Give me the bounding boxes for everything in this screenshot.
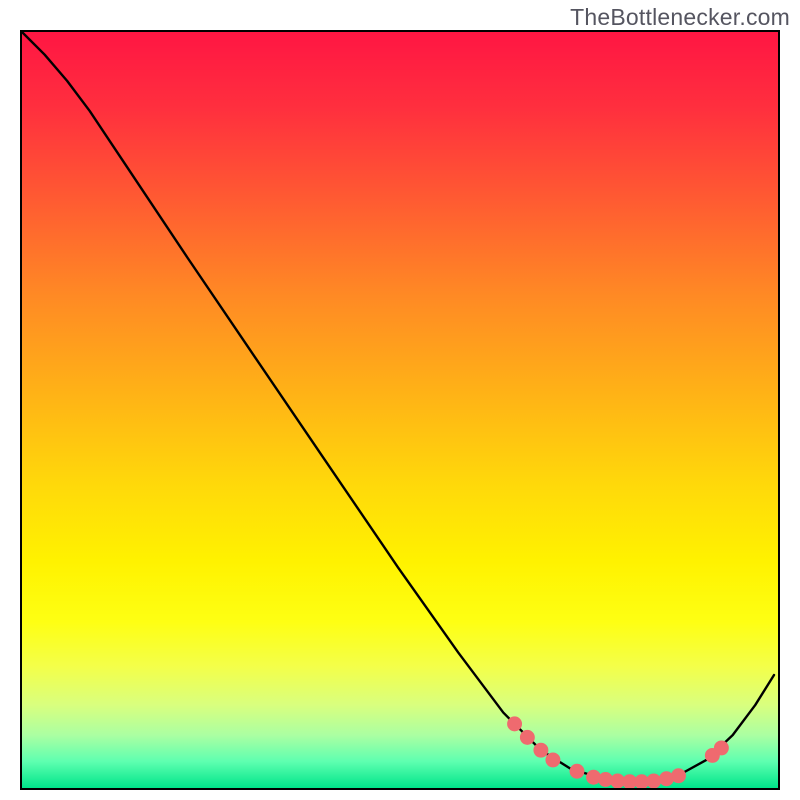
plot-area [20,30,780,790]
data-marker [714,741,728,755]
data-marker [570,764,584,778]
data-marker [520,730,534,744]
plot-overlay [22,32,778,788]
marker-group [508,717,729,788]
chart-canvas: TheBottlenecker.com [0,0,800,800]
data-marker [534,743,548,757]
data-marker [546,753,560,767]
bottleneck-curve [22,32,774,782]
data-marker [672,769,686,783]
data-marker [647,774,661,788]
watermark-text: TheBottlenecker.com [570,4,790,31]
data-marker [587,770,601,784]
data-marker [508,717,522,731]
